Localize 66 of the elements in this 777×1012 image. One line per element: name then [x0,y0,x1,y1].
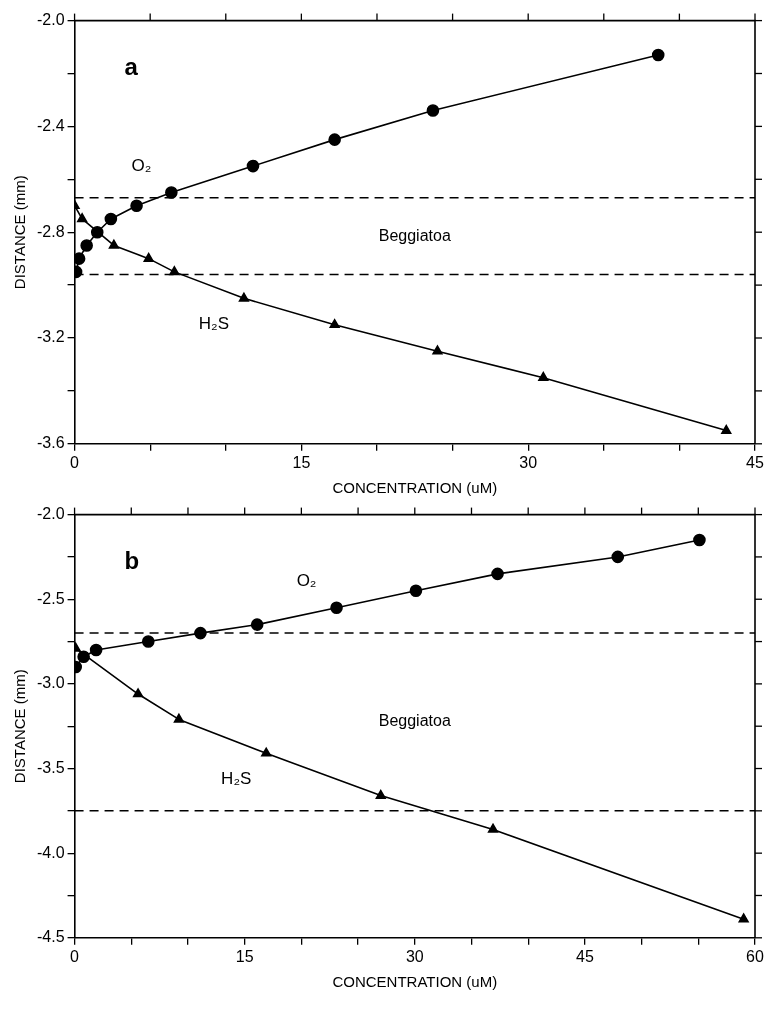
series-label: O₂ [296,571,317,591]
annotation: Beggiatoa [378,712,451,730]
point [89,643,103,657]
point [261,747,272,757]
y-tick-label: -3.2 [36,328,65,346]
point [132,688,144,698]
annotation: a [124,53,139,81]
y-tick-label: -2.4 [36,116,65,134]
series-label: O₂ [131,156,152,176]
y-axis-title: DISTANCE (mm) [11,175,29,290]
point [104,212,118,226]
x-tick-label: 0 [70,453,80,471]
point [611,550,625,564]
point [409,584,423,598]
x-tick-label: 0 [70,947,80,965]
point [169,266,180,276]
point [80,239,93,252]
y-tick-label: -3.0 [36,674,65,692]
y-tick-label: -4.0 [36,843,65,861]
series-label: H₂S [221,768,252,788]
point [738,913,749,923]
point [328,133,341,146]
point [250,618,264,631]
point [491,567,504,581]
y-tick-label: -2.5 [36,589,65,607]
x-axis-title: CONCENTRATION (uM) [332,973,498,991]
point [173,713,185,723]
point [77,213,88,223]
x-tick-label: 30 [405,947,424,965]
x-tick-label: 15 [292,453,311,471]
point [141,635,155,648]
point [74,252,86,265]
x-tick-label: 15 [235,947,254,965]
point [330,601,343,614]
x-tick-label: 60 [746,947,764,965]
point [426,104,440,117]
y-tick-label: -3.6 [36,434,65,452]
point [487,823,499,833]
x-axis-title: CONCENTRATION (uM) [332,479,498,497]
point [90,225,104,239]
point [246,159,260,173]
x-tick-label: 45 [575,947,594,965]
series-label: H₂S [198,314,230,334]
point [108,239,120,249]
x-tick-label: 45 [746,453,764,471]
y-tick-label: -3.5 [36,758,65,776]
point [651,48,665,62]
point [130,199,143,213]
y-tick-label: -2.0 [36,505,65,523]
point [375,789,386,799]
x-tick-label: 30 [519,453,538,471]
point [165,186,178,199]
point [721,424,732,434]
point [693,533,706,547]
y-tick-label: -2.0 [36,11,65,29]
annotation: b [124,547,140,575]
y-tick-label: -4.5 [36,928,65,946]
point [329,318,340,329]
point [238,292,250,302]
annotation: Beggiatoa [378,226,451,244]
point [77,650,90,664]
point [143,252,154,262]
y-axis-title: DISTANCE (mm) [11,669,29,784]
point [538,371,549,381]
point [432,345,443,355]
y-tick-label: -2.8 [36,222,65,240]
